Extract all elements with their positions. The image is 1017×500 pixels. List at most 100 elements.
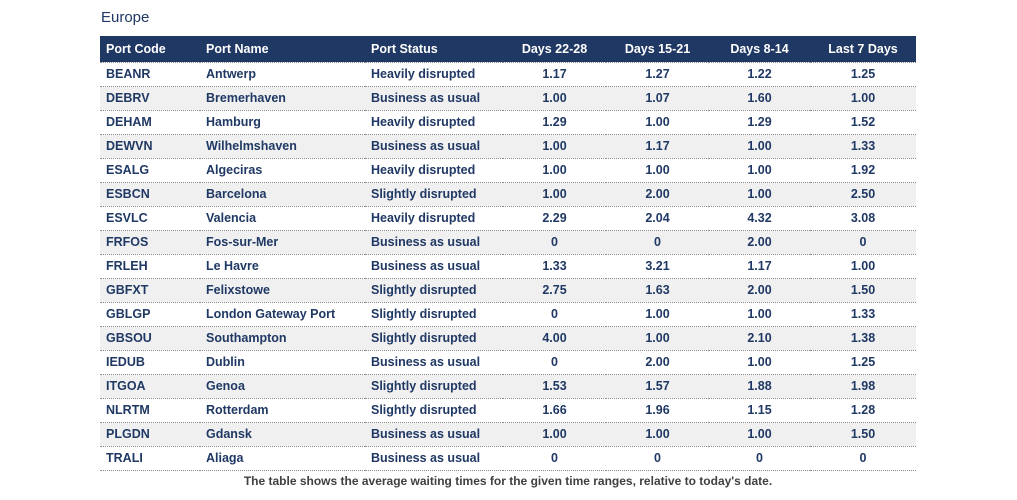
cell-days-15-21: 1.00	[606, 158, 709, 183]
cell-port-code: DEHAM	[100, 110, 200, 135]
column-header-days-8-14: Days 8-14	[709, 36, 810, 63]
cell-port-code: NLRTM	[100, 398, 200, 423]
cell-days-22-28: 1.00	[503, 182, 606, 207]
table-body: BEANR Antwerp Heavily disrupted 1.17 1.27 1.2…	[100, 62, 916, 471]
column-header-port-code: Port Code	[100, 36, 200, 63]
port-waiting-times-table: Port Code Port Name Port Status Days 22-…	[100, 36, 916, 471]
cell-days-22-28: 1.00	[503, 86, 606, 111]
cell-days-8-14: 0	[709, 446, 810, 471]
cell-port-code: DEWVN	[100, 134, 200, 159]
cell-port-code: ESVLC	[100, 206, 200, 231]
column-header-last-7-days: Last 7 Days	[810, 36, 916, 63]
cell-days-15-21: 0	[606, 446, 709, 471]
table-row: FRFOS Fos-sur-Mer Business as usual 0 0 2.00 0	[100, 230, 916, 255]
cell-port-name: Dublin	[200, 350, 365, 375]
cell-days-8-14: 1.00	[709, 422, 810, 447]
cell-days-8-14: 1.22	[709, 62, 810, 87]
cell-port-status: Business as usual	[365, 254, 503, 279]
cell-port-name: Aliaga	[200, 446, 365, 471]
cell-port-code: DEBRV	[100, 86, 200, 111]
cell-port-code: GBLGP	[100, 302, 200, 327]
table-row: PLGDN Gdansk Business as usual 1.00 1.00 1.00…	[100, 422, 916, 447]
cell-port-code: ESALG	[100, 158, 200, 183]
cell-days-15-21: 1.00	[606, 302, 709, 327]
cell-port-status: Heavily disrupted	[365, 158, 503, 183]
cell-days-8-14: 1.88	[709, 374, 810, 399]
cell-port-name: Bremerhaven	[200, 86, 365, 111]
cell-days-8-14: 1.00	[709, 182, 810, 207]
cell-days-15-21: 1.17	[606, 134, 709, 159]
cell-days-22-28: 1.00	[503, 158, 606, 183]
cell-last-7-days: 1.50	[810, 278, 916, 303]
cell-days-22-28: 0	[503, 302, 606, 327]
cell-port-status: Slightly disrupted	[365, 278, 503, 303]
cell-port-status: Slightly disrupted	[365, 182, 503, 207]
table-row: GBSOU Southampton Slightly disrupted 4.00 1.…	[100, 326, 916, 351]
table-row: FRLEH Le Havre Business as usual 1.33 3.21 1.…	[100, 254, 916, 279]
table-footnote: The table shows the average waiting time…	[243, 473, 773, 488]
cell-last-7-days: 1.28	[810, 398, 916, 423]
cell-last-7-days: 1.52	[810, 110, 916, 135]
cell-port-status: Business as usual	[365, 446, 503, 471]
cell-days-22-28: 0	[503, 230, 606, 255]
cell-last-7-days: 1.33	[810, 302, 916, 327]
cell-days-22-28: 1.00	[503, 134, 606, 159]
cell-port-name: Southampton	[200, 326, 365, 351]
table-row: DEHAM Hamburg Heavily disrupted 1.29 1.00 1.2…	[100, 110, 916, 135]
cell-port-name: Genoa	[200, 374, 365, 399]
cell-port-name: Fos-sur-Mer	[200, 230, 365, 255]
table-row: IEDUB Dublin Business as usual 0 2.00 1.00 1.2…	[100, 350, 916, 375]
cell-days-15-21: 1.57	[606, 374, 709, 399]
table-row: DEWVN Wilhelmshaven Business as usual 1.00 1…	[100, 134, 916, 159]
cell-last-7-days: 1.33	[810, 134, 916, 159]
cell-days-15-21: 1.00	[606, 110, 709, 135]
cell-last-7-days: 0	[810, 230, 916, 255]
cell-port-name: Barcelona	[200, 182, 365, 207]
cell-last-7-days: 1.98	[810, 374, 916, 399]
cell-port-code: GBFXT	[100, 278, 200, 303]
cell-port-name: London Gateway Port	[200, 302, 365, 327]
cell-days-15-21: 1.07	[606, 86, 709, 111]
column-header-port-status: Port Status	[365, 36, 503, 63]
column-header-days-15-21: Days 15-21	[606, 36, 709, 63]
cell-port-code: GBSOU	[100, 326, 200, 351]
cell-days-8-14: 2.00	[709, 230, 810, 255]
cell-days-8-14: 1.60	[709, 86, 810, 111]
cell-days-22-28: 2.75	[503, 278, 606, 303]
page-title: Europe	[101, 9, 150, 26]
cell-port-status: Slightly disrupted	[365, 398, 503, 423]
cell-days-15-21: 0	[606, 230, 709, 255]
cell-port-status: Business as usual	[365, 134, 503, 159]
table-row: GBFXT Felixstowe Slightly disrupted 2.75 1.6…	[100, 278, 916, 303]
column-header-days-22-28: Days 22-28	[503, 36, 606, 63]
cell-port-code: PLGDN	[100, 422, 200, 447]
cell-port-name: Hamburg	[200, 110, 365, 135]
cell-port-code: ITGOA	[100, 374, 200, 399]
cell-port-status: Heavily disrupted	[365, 206, 503, 231]
cell-port-status: Business as usual	[365, 422, 503, 447]
cell-days-15-21: 2.00	[606, 350, 709, 375]
cell-days-15-21: 1.63	[606, 278, 709, 303]
cell-days-22-28: 1.53	[503, 374, 606, 399]
cell-port-status: Business as usual	[365, 230, 503, 255]
cell-days-8-14: 2.00	[709, 278, 810, 303]
cell-days-22-28: 1.00	[503, 422, 606, 447]
table-row: ESVLC Valencia Heavily disrupted 2.29 2.04 4.…	[100, 206, 916, 231]
cell-port-code: BEANR	[100, 62, 200, 87]
cell-port-code: TRALI	[100, 446, 200, 471]
cell-days-22-28: 1.33	[503, 254, 606, 279]
table-row: BEANR Antwerp Heavily disrupted 1.17 1.27 1.2…	[100, 62, 916, 87]
cell-days-22-28: 0	[503, 350, 606, 375]
table-row: ESALG Algeciras Heavily disrupted 1.00 1.00 1…	[100, 158, 916, 183]
column-header-port-name: Port Name	[200, 36, 365, 63]
cell-port-name: Rotterdam	[200, 398, 365, 423]
table-header-row: Port Code Port Name Port Status Days 22-…	[100, 36, 916, 63]
cell-port-name: Valencia	[200, 206, 365, 231]
cell-days-15-21: 1.96	[606, 398, 709, 423]
cell-days-8-14: 1.00	[709, 134, 810, 159]
cell-last-7-days: 2.50	[810, 182, 916, 207]
cell-days-15-21: 1.27	[606, 62, 709, 87]
cell-days-22-28: 1.29	[503, 110, 606, 135]
cell-days-15-21: 1.00	[606, 422, 709, 447]
cell-port-name: Wilhelmshaven	[200, 134, 365, 159]
